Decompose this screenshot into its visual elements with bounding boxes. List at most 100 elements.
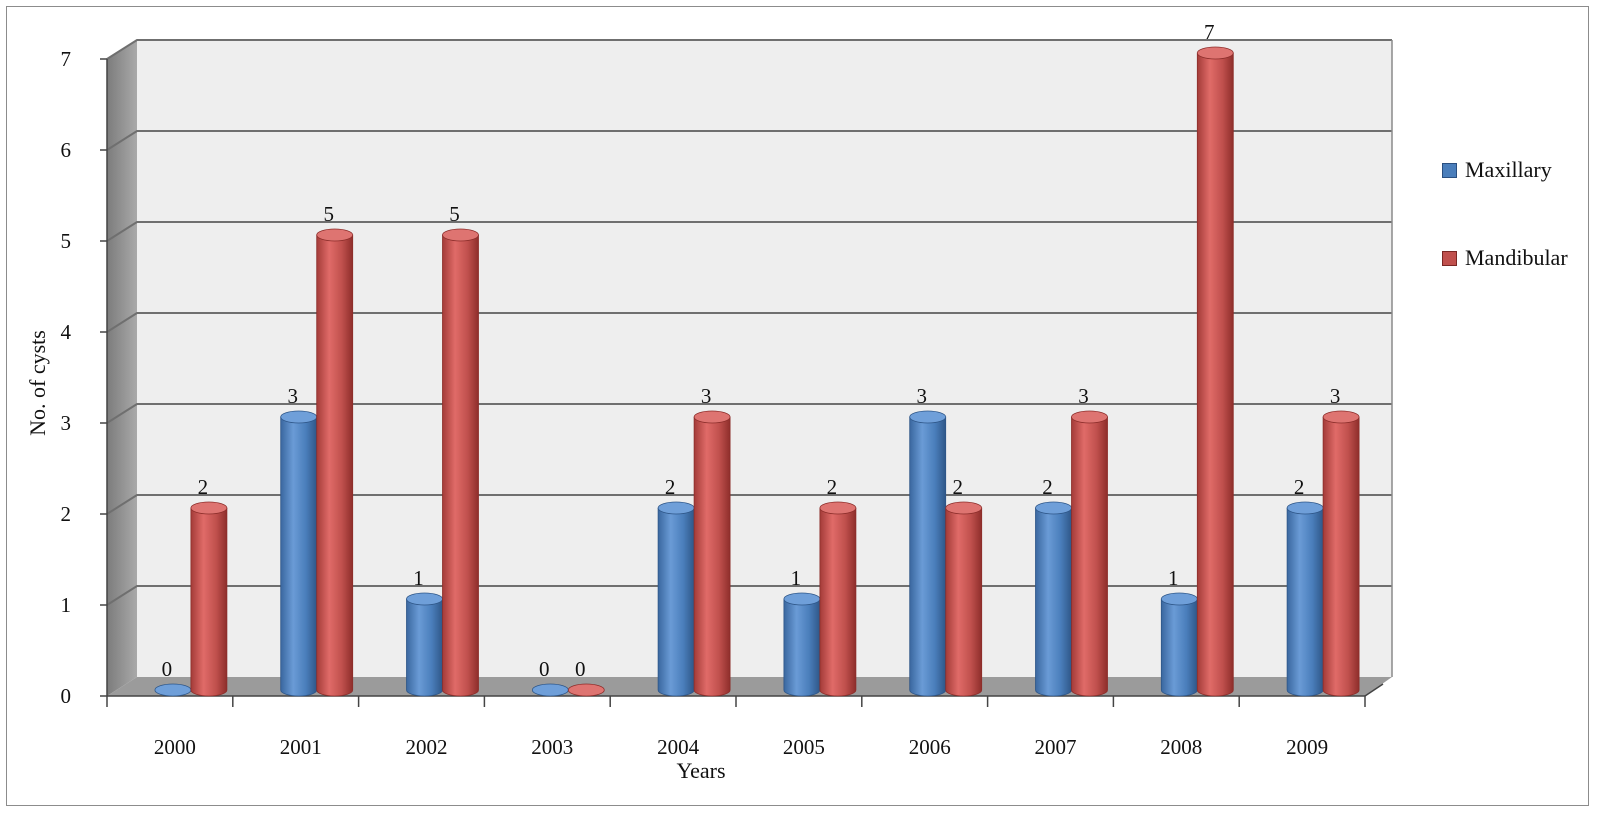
cylinder-body [406, 598, 443, 697]
data-label-mandibular-2004: 3 [701, 384, 712, 408]
legend: Maxillary Mandibular [1442, 157, 1568, 333]
cylinder-body [945, 507, 983, 697]
x-axis-end [1364, 683, 1384, 697]
data-label-maxillary-2007: 2 [1042, 475, 1053, 499]
bar-mandibular-2008 [1196, 46, 1234, 697]
bar-maxillary-2002 [406, 592, 443, 697]
cylinder-body [442, 234, 479, 697]
cylinder-top [1286, 501, 1324, 515]
cylinder-top [1322, 410, 1360, 424]
gridline [106, 39, 1392, 60]
data-label-mandibular-2000: 2 [198, 475, 209, 499]
data-label-mandibular-2005: 2 [827, 475, 838, 499]
cylinder-body [909, 416, 947, 697]
x-tick-label: 2005 [783, 735, 825, 759]
x-tick-label: 2002 [406, 735, 448, 759]
cylinder-top [1035, 501, 1072, 515]
cylinder-body [693, 416, 731, 697]
data-label-maxillary-2003: 0 [539, 657, 550, 681]
cylinder-top [657, 501, 695, 515]
bars [154, 46, 1360, 697]
bar-mandibular-2001 [316, 228, 354, 697]
legend-swatch-mandibular [1442, 250, 1457, 266]
x-axis-title: Years [676, 758, 725, 783]
bar-mandibular-2007 [1071, 410, 1108, 697]
x-tick-label: 2003 [531, 735, 573, 759]
bar-maxillary-2006 [909, 410, 947, 697]
data-label-maxillary-2000: 0 [162, 657, 173, 681]
bar-mandibular-2003 [567, 683, 605, 697]
x-tick-label: 2007 [1035, 735, 1077, 759]
cylinder-top [154, 683, 192, 697]
data-label-maxillary-2009: 2 [1294, 475, 1305, 499]
legend-item-mandibular: Mandibular [1442, 245, 1568, 271]
x-tick-label: 2004 [657, 735, 700, 759]
y-tick-label: 2 [61, 502, 72, 526]
legend-label-mandibular: Mandibular [1465, 245, 1568, 270]
cylinder-body [1286, 507, 1324, 697]
bar-maxillary-2001 [280, 410, 318, 697]
cylinder-top [316, 228, 354, 242]
bar-maxillary-2009 [1286, 501, 1324, 697]
cylinder-body [280, 416, 318, 697]
gridline [106, 494, 1392, 515]
data-label-mandibular-2003: 0 [575, 657, 586, 681]
y-tick-label: 1 [61, 593, 72, 617]
cylinder-top [442, 228, 479, 242]
data-label-maxillary-2004: 2 [665, 475, 676, 499]
cylinder-top [567, 683, 605, 697]
data-label-mandibular-2007: 3 [1078, 384, 1089, 408]
y-tick-label: 4 [61, 320, 72, 344]
bar-mandibular-2000 [190, 501, 228, 697]
cylinder-body [1196, 52, 1234, 697]
gridlines [106, 39, 1393, 677]
gridline [106, 221, 1392, 242]
cylinder-top [783, 592, 821, 606]
bar-mandibular-2005 [819, 501, 857, 697]
bar-mandibular-2002 [442, 228, 479, 697]
gridline [106, 130, 1392, 151]
bar-mandibular-2006 [945, 501, 983, 697]
cylinder-top [280, 410, 318, 424]
cylinder-top [1071, 410, 1108, 424]
cylinder-top [1160, 592, 1198, 606]
cylinder-top [693, 410, 731, 424]
legend-label-maxillary: Maxillary [1465, 157, 1552, 182]
cylinder-top [531, 683, 569, 697]
cylinder-top [406, 592, 443, 606]
legend-swatch-maxillary [1442, 162, 1457, 178]
data-label-mandibular-2009: 3 [1330, 384, 1341, 408]
y-axis-title: No. of cysts [25, 330, 50, 436]
y-tick-label: 7 [61, 47, 72, 71]
gridline [106, 403, 1392, 424]
data-label-maxillary-2005: 1 [791, 566, 802, 590]
data-label-mandibular-2006: 2 [952, 475, 963, 499]
gridline [106, 312, 1392, 333]
cylinder-body [783, 598, 821, 697]
data-label-maxillary-2002: 1 [413, 566, 424, 590]
bar-mandibular-2004 [693, 410, 731, 697]
cylinder-top [909, 410, 947, 424]
x-tick-label: 2000 [154, 735, 196, 759]
bar-mandibular-2009 [1322, 410, 1360, 697]
bar-maxillary-2004 [657, 501, 695, 697]
x-tick-label: 2006 [909, 735, 951, 759]
data-label-maxillary-2006: 3 [916, 384, 927, 408]
legend-item-maxillary: Maxillary [1442, 157, 1568, 183]
cylinder-body [1322, 416, 1360, 697]
y-tick-label: 3 [61, 411, 72, 435]
cylinder-top [1196, 46, 1234, 60]
cylinder-body [316, 234, 354, 697]
bar-maxillary-2000 [154, 683, 192, 697]
cylinder-body [1160, 598, 1198, 697]
data-labels: 0 2 3 5 1 5 0 0 2 3 1 2 3 2 2 3 1 7 2 3 [162, 20, 1341, 681]
bar-maxillary-2007 [1035, 501, 1072, 697]
data-label-mandibular-2002: 5 [449, 202, 460, 226]
cylinder-body [1035, 507, 1072, 697]
x-tick-label: 2001 [280, 735, 322, 759]
y-tick-label: 0 [61, 684, 72, 708]
cylinder-body [819, 507, 857, 697]
bar-maxillary-2008 [1160, 592, 1198, 697]
data-label-mandibular-2001: 5 [323, 202, 334, 226]
